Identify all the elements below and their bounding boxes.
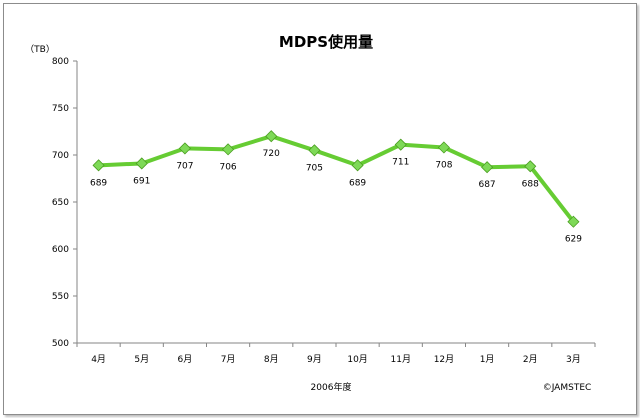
y-axis-ticks: 500 550 600 650 700 750 800	[52, 57, 77, 349]
data-label: 705	[306, 163, 323, 173]
data-point	[265, 130, 278, 143]
data-label: 689	[90, 178, 107, 188]
chart-title: MDPS使用量	[279, 33, 373, 51]
data-label: 707	[176, 161, 193, 171]
data-label: 629	[565, 235, 582, 245]
data-point	[222, 143, 235, 156]
data-label: 706	[219, 162, 236, 172]
data-point	[394, 138, 407, 151]
y-tick-label: 800	[52, 57, 69, 67]
x-tick-label: 6月	[178, 354, 193, 365]
x-axis-ticks: 4月 5月 6月 7月 8月 9月 10月 11月 12月 1月 2月 3月	[76, 343, 596, 365]
x-tick-label: 5月	[134, 354, 149, 365]
series-group	[92, 130, 580, 228]
data-label: 708	[435, 160, 452, 170]
data-labels: 689 691 707 706 720 705 689 711 708 687 688 629	[90, 149, 582, 245]
data-label: 720	[263, 149, 280, 159]
data-point	[567, 215, 580, 228]
x-tick-label: 7月	[221, 354, 236, 365]
x-tick-label: 1月	[480, 354, 495, 365]
chart: MDPS使用量 （TB） 500 550 600 650 700 750 800 4月 5月 6…	[25, 33, 596, 393]
data-point	[92, 159, 105, 172]
data-point	[481, 161, 494, 174]
chart-frame: MDPS使用量 （TB） 500 550 600 650 700 750 800 4月 5月 6…	[3, 3, 637, 415]
y-tick-label: 650	[52, 198, 69, 208]
x-tick-label: 4月	[91, 354, 106, 365]
copyright-label: ©JAMSTEC	[543, 383, 592, 393]
data-point	[524, 160, 537, 173]
y-tick-label: 700	[52, 151, 69, 161]
data-label: 687	[478, 180, 495, 190]
x-tick-label: 2月	[523, 354, 538, 365]
data-label: 689	[349, 178, 366, 188]
y-tick-label: 550	[52, 292, 69, 302]
data-point	[437, 141, 450, 154]
x-tick-label: 10月	[347, 354, 367, 365]
data-point	[351, 159, 364, 172]
series-line	[96, 134, 576, 224]
x-tick-label: 9月	[307, 354, 322, 365]
x-tick-label: 8月	[264, 354, 279, 365]
y-tick-label: 750	[52, 104, 69, 114]
x-tick-label: 11月	[391, 354, 411, 365]
data-point	[178, 142, 191, 155]
y-tick-label: 500	[52, 339, 69, 349]
x-tick-label: 3月	[566, 354, 581, 365]
axes	[76, 61, 595, 344]
data-label: 688	[522, 179, 539, 189]
y-axis-unit-label: （TB）	[25, 44, 55, 55]
y-tick-label: 600	[52, 245, 69, 255]
data-point	[135, 157, 148, 170]
data-label: 711	[392, 158, 409, 168]
x-tick-label: 12月	[434, 354, 454, 365]
data-label: 691	[133, 176, 150, 186]
data-point	[308, 144, 321, 157]
x-axis-label: 2006年度	[311, 381, 352, 393]
